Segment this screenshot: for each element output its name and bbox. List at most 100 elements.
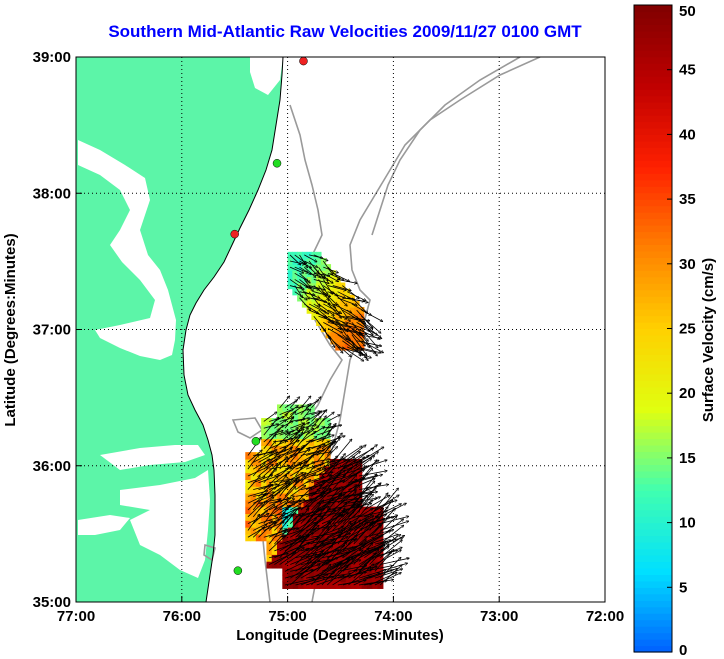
velocity-cell	[277, 465, 283, 474]
velocity-cell	[308, 418, 315, 426]
velocity-vector	[300, 436, 317, 450]
velocity-vector	[290, 504, 301, 511]
velocity-vector	[318, 297, 336, 308]
velocity-vector	[268, 536, 284, 552]
velocity-vector	[358, 460, 387, 470]
colorbar-segment	[634, 179, 672, 187]
velocity-vector	[322, 279, 332, 294]
velocity-vector	[323, 321, 342, 332]
velocity-cell	[340, 567, 347, 576]
velocity-vector	[332, 272, 350, 281]
velocity-cell	[329, 479, 336, 487]
velocity-cell	[316, 288, 322, 296]
velocity-vector	[295, 462, 315, 470]
velocity-vector	[327, 474, 355, 484]
velocity-vector	[321, 447, 337, 463]
velocity-vector	[379, 565, 402, 586]
velocity-cell	[330, 276, 336, 284]
velocity-cell	[319, 438, 326, 446]
velocity-vector	[332, 554, 360, 565]
colorbar-segment	[634, 108, 672, 116]
colorbar-segment	[634, 406, 672, 414]
velocity-vector	[311, 411, 325, 416]
velocity-cell	[271, 493, 278, 501]
colorbar-segment	[634, 121, 672, 129]
velocity-cell	[314, 472, 320, 480]
velocity-cell	[287, 404, 294, 412]
velocity-vector	[337, 565, 367, 572]
velocity-cell	[255, 533, 262, 542]
velocity-cell	[308, 540, 315, 549]
velocity-vector	[337, 544, 367, 552]
colorbar-segment	[634, 619, 672, 627]
velocity-vector	[337, 493, 362, 511]
velocity-vector	[284, 449, 300, 463]
colorbar-segment	[634, 140, 672, 148]
colorbar-segment	[634, 147, 672, 155]
velocity-cell	[261, 431, 268, 440]
velocity-cell	[377, 554, 384, 562]
velocity-vector	[369, 539, 397, 552]
colorbar-segment	[634, 341, 672, 349]
colorbar-segment	[634, 464, 672, 472]
velocity-vector	[300, 517, 323, 538]
velocity-vector	[379, 519, 403, 538]
velocity-vector	[318, 285, 329, 301]
velocity-cell	[261, 418, 268, 426]
velocity-vector	[361, 315, 380, 333]
velocity-vector	[253, 495, 273, 504]
velocity-vector	[332, 321, 356, 327]
velocity-vector	[321, 456, 338, 470]
velocity-vector	[295, 529, 316, 552]
velocity-cell	[287, 527, 294, 535]
velocity-cell	[340, 561, 347, 569]
velocity-cell	[319, 527, 326, 535]
velocity-vector	[299, 254, 308, 268]
velocity-vector	[305, 469, 325, 477]
velocity-vector	[327, 303, 341, 318]
velocity-vector	[353, 500, 373, 524]
velocity-cell	[335, 499, 342, 508]
colorbar-segment	[634, 328, 672, 336]
velocity-vector	[374, 500, 393, 524]
colorbar-segment	[634, 173, 672, 181]
velocity-vector	[313, 285, 326, 297]
delaware-bay	[250, 57, 283, 95]
colorbar-segment	[634, 645, 672, 653]
velocity-cell	[366, 567, 373, 576]
velocity-vector	[318, 309, 334, 322]
velocity-cell	[314, 506, 320, 515]
velocity-vector	[300, 469, 321, 477]
colorbar-segment	[634, 153, 672, 161]
colorbar-tick-label: 10	[679, 515, 696, 532]
velocity-vector	[279, 530, 301, 538]
colorbar-segment	[634, 438, 672, 446]
velocity-cell	[287, 574, 294, 583]
colorbar-segment	[634, 516, 672, 524]
colorbar-segment	[634, 231, 672, 239]
velocity-cell	[245, 458, 252, 467]
velocity-vector	[356, 315, 373, 335]
velocity-cell	[308, 404, 315, 412]
velocity-vector	[327, 490, 356, 497]
x-tick-label: 74:00	[374, 608, 412, 625]
velocity-vector	[300, 521, 318, 545]
velocity-vector	[353, 481, 375, 504]
velocity-vector	[337, 485, 360, 504]
velocity-vector	[369, 573, 397, 586]
velocity-vector	[379, 540, 402, 559]
velocity-vector	[253, 492, 275, 497]
velocity-vector	[348, 498, 377, 504]
velocity-vector	[316, 410, 327, 422]
velocity-cell	[298, 574, 305, 583]
velocity-vector	[274, 496, 294, 504]
velocity-vector	[253, 521, 272, 531]
velocity-cell	[250, 465, 257, 474]
velocity-cell	[329, 581, 336, 589]
velocity-vector	[342, 466, 367, 484]
velocity-vector	[274, 457, 287, 470]
velocity-cell	[329, 499, 336, 508]
colorbar-segment	[634, 367, 672, 375]
velocity-vector	[258, 497, 274, 511]
velocity-cell	[324, 452, 331, 460]
